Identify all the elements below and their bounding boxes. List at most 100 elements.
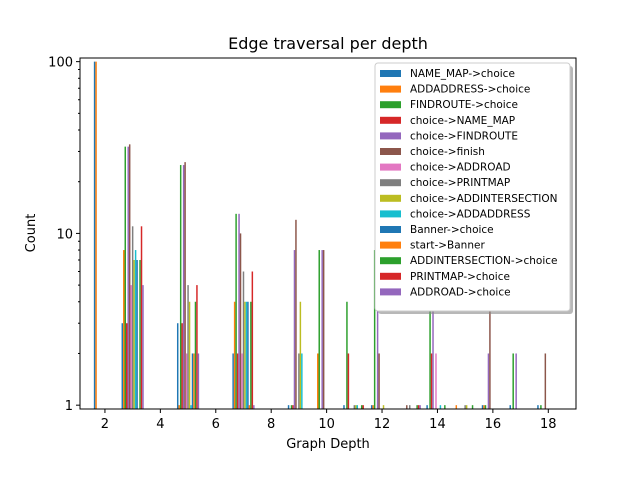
bar	[419, 405, 421, 409]
bar	[247, 301, 249, 409]
bar	[124, 146, 126, 409]
bar	[179, 165, 182, 409]
bar	[248, 405, 251, 409]
bar	[197, 353, 200, 409]
x-tick-label: 8	[267, 417, 275, 432]
x-tick-label: 10	[318, 417, 335, 432]
bar	[432, 250, 434, 409]
bar	[244, 301, 246, 409]
bar	[487, 353, 490, 409]
legend-swatch	[380, 241, 401, 249]
bar	[515, 353, 517, 409]
legend-entry: choice->NAME_MAP	[410, 115, 515, 127]
x-tick-label: 18	[540, 417, 557, 432]
legend-swatch	[380, 101, 401, 109]
x-tick-label: 14	[429, 417, 446, 432]
legend-swatch	[380, 132, 401, 140]
bar	[290, 405, 293, 409]
bar	[126, 323, 128, 409]
bar	[242, 271, 245, 409]
bar	[537, 405, 539, 409]
bar	[187, 285, 189, 409]
legend-entry: choice->FINDROUTE	[410, 130, 518, 142]
bar	[140, 226, 143, 409]
bar	[292, 405, 294, 409]
legend-entry: NAME_MAP->choice	[410, 68, 515, 80]
bar	[373, 250, 376, 409]
bar	[360, 405, 363, 409]
bar	[409, 405, 411, 409]
x-tick-label: 4	[156, 417, 164, 432]
bar	[355, 405, 357, 409]
bar	[509, 405, 511, 409]
bar	[426, 405, 428, 409]
legend-swatch	[380, 148, 401, 155]
bar	[465, 405, 468, 409]
bar	[185, 353, 188, 409]
bar	[190, 405, 192, 409]
legend-entry: ADDINTERSECTION->choice	[410, 255, 558, 267]
legend-entry: start->Banner	[410, 240, 485, 252]
bar	[139, 260, 141, 409]
x-axis-ticks: 2 4 6 8 10 12 14 16 18	[101, 409, 557, 432]
bar	[128, 144, 131, 409]
legend-swatch	[380, 257, 401, 265]
bar	[253, 405, 255, 409]
legend: NAME_MAP->choice ADDADDRESS->choice FINDRO…	[374, 62, 573, 314]
bar	[343, 405, 345, 409]
bar	[142, 285, 144, 409]
bar	[194, 301, 197, 409]
y-tick-label: 100	[48, 56, 73, 71]
bar	[134, 250, 137, 409]
bar	[127, 146, 129, 409]
legend-entry: Banner->choice	[410, 224, 494, 236]
bar	[130, 285, 132, 409]
bar	[481, 405, 484, 409]
legend-entry: ADDROAD->choice	[410, 286, 511, 298]
bar	[378, 353, 380, 409]
bar	[193, 353, 195, 409]
legend-swatch	[380, 210, 401, 218]
bar	[121, 323, 124, 409]
bar	[133, 260, 135, 409]
bar	[232, 353, 234, 409]
bar	[353, 405, 356, 409]
bar	[346, 301, 348, 409]
y-axis-label: Count	[24, 214, 39, 253]
x-tick-label: 2	[101, 417, 109, 432]
legend-entry: choice->finish	[410, 146, 485, 158]
bar	[512, 353, 514, 409]
bar	[191, 353, 194, 409]
bar	[245, 301, 248, 409]
bar	[382, 405, 385, 409]
bar	[406, 405, 408, 409]
bar	[233, 301, 236, 409]
bar	[544, 353, 547, 409]
bar	[196, 285, 198, 409]
bar	[362, 405, 364, 409]
bar	[123, 250, 125, 409]
legend-entry: FINDROUTE->choice	[410, 99, 518, 111]
y-tick-label: 1	[65, 399, 73, 414]
legend-entry: PRINTMAP->choice	[410, 271, 510, 283]
y-tick-label: 10	[56, 227, 73, 242]
bar	[347, 353, 350, 409]
bar	[239, 233, 242, 409]
legend-box	[374, 62, 571, 312]
legend-swatch	[380, 179, 401, 187]
legend-swatch	[380, 272, 401, 280]
legend-entry: choice->ADDINTERSECTION	[410, 193, 558, 205]
bar	[181, 323, 183, 409]
bar	[93, 61, 96, 409]
bar	[299, 301, 302, 409]
bar	[251, 271, 254, 409]
bar	[178, 405, 180, 409]
bar	[241, 353, 243, 409]
bar	[435, 353, 437, 409]
x-axis-label: Graph Depth	[286, 437, 370, 452]
bar	[298, 353, 300, 409]
x-tick-label: 6	[212, 417, 220, 432]
bars-layer	[93, 61, 547, 409]
legend-entry: choice->ADDROAD	[410, 162, 511, 174]
